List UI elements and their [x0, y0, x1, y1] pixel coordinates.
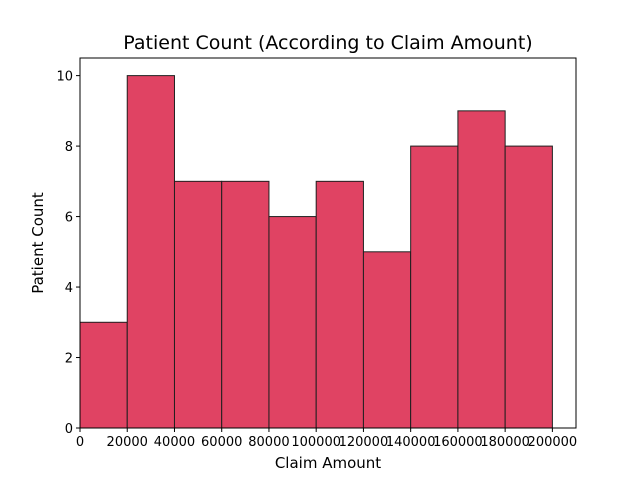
y-tick-label: 4 — [65, 281, 73, 296]
x-tick-label: 20000 — [107, 435, 148, 450]
x-tick-label: 0 — [76, 435, 84, 450]
x-tick-label: 200000 — [528, 435, 578, 450]
y-tick-label: 0 — [65, 422, 73, 437]
x-tick-label: 80000 — [248, 435, 289, 450]
x-tick-label: 40000 — [154, 435, 195, 450]
x-tick-label: 140000 — [386, 435, 436, 450]
y-tick-label: 2 — [65, 352, 73, 367]
chart-title: Patient Count (According to Claim Amount… — [123, 32, 532, 54]
histogram-bar-7 — [410, 145, 459, 429]
histogram-bar-6 — [362, 251, 412, 429]
x-tick-label: 160000 — [433, 435, 483, 450]
y-tick-label: 10 — [56, 70, 73, 85]
y-tick-label: 8 — [65, 140, 73, 155]
x-tick-label: 120000 — [339, 435, 389, 450]
histogram-bar-2 — [173, 180, 223, 429]
histogram-bar-4 — [268, 216, 317, 429]
x-tick-label: 180000 — [480, 435, 530, 450]
x-axis-label: Claim Amount — [275, 454, 381, 472]
x-axis-ticks: 0 20000 40000 60000 80000 1000001200001400001… — [76, 428, 577, 450]
x-tick-label: 60000 — [201, 435, 242, 450]
x-tick-label: 100000 — [291, 435, 341, 450]
histogram-bar-1 — [126, 75, 175, 429]
bars-group — [79, 75, 553, 429]
histogram-bar-9 — [504, 145, 553, 429]
y-axis-label: Patient Count — [29, 192, 47, 294]
histogram-bar-0 — [79, 321, 128, 429]
plot-frame — [79, 57, 577, 429]
y-axis-ticks: 0 2 4 6 8 10 — [56, 70, 80, 437]
histogram-bar-5 — [315, 180, 364, 429]
histogram-bar-8 — [457, 110, 506, 429]
y-tick-label: 6 — [65, 211, 73, 226]
histogram-bar-3 — [221, 180, 270, 429]
